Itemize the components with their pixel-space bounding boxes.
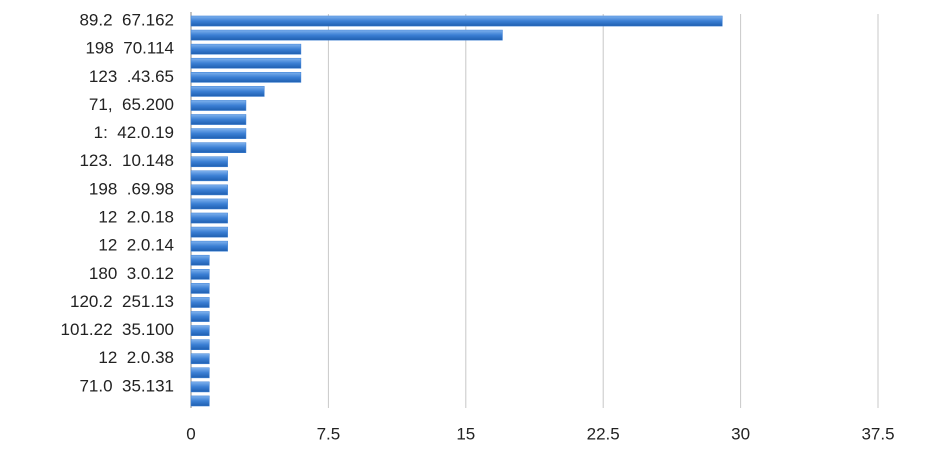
bar [190,283,210,294]
bar [190,269,210,280]
y-tick-label: 120.2 251.13 [70,292,174,311]
y-tick-label: 101.22 35.100 [61,320,174,339]
y-tick-label: 71.0 35.131 [79,376,174,395]
x-tick-label: 37.5 [861,424,894,443]
y-tick-label: 89.2 67.162 [79,11,174,30]
bar [190,86,265,97]
bar [190,142,247,153]
bar [190,100,247,111]
bar [190,156,228,168]
bar [190,339,210,350]
y-tick-label: 180 3.0.12 [89,264,174,283]
y-tick-label: 123. 10.148 [79,151,174,170]
bar [190,367,210,379]
bar [190,43,302,55]
x-tick-label: 7.5 [317,424,341,443]
bar [190,297,210,308]
bar [190,395,210,407]
y-tick-label: 71, 65.200 [89,95,174,114]
y-tick-label: 198 .69.98 [89,179,174,198]
bar [190,381,210,393]
bar [190,254,210,266]
bar [190,29,503,41]
bar [190,240,228,252]
y-tick-label: 1: 42.0.19 [94,123,174,142]
y-tick-label: 12 2.0.38 [98,348,174,367]
bar [190,226,228,238]
x-tick-label: 0 [186,424,195,443]
bar [190,170,228,182]
bar [190,198,228,210]
bar [190,325,210,336]
x-tick-label: 30 [731,424,750,443]
bar [190,184,228,196]
y-tick-label: 12 2.0.14 [98,236,174,255]
y-tick-label: 123 .43.65 [89,67,174,86]
bar [190,128,247,139]
x-tick-label: 22.5 [587,424,620,443]
bar [190,212,228,224]
bar [190,311,210,322]
y-tick-label: 198 70.114 [85,39,174,58]
bar [190,57,302,69]
x-tick-label: 15 [456,424,475,443]
bar [190,114,247,125]
bar [190,15,723,27]
bar [190,72,302,83]
y-tick-label: 12 2.0.18 [98,208,174,227]
bar [190,353,210,365]
